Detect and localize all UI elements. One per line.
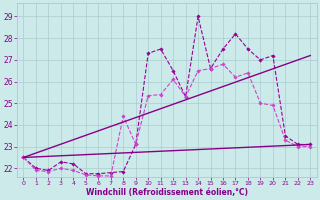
X-axis label: Windchill (Refroidissement éolien,°C): Windchill (Refroidissement éolien,°C) <box>86 188 248 197</box>
